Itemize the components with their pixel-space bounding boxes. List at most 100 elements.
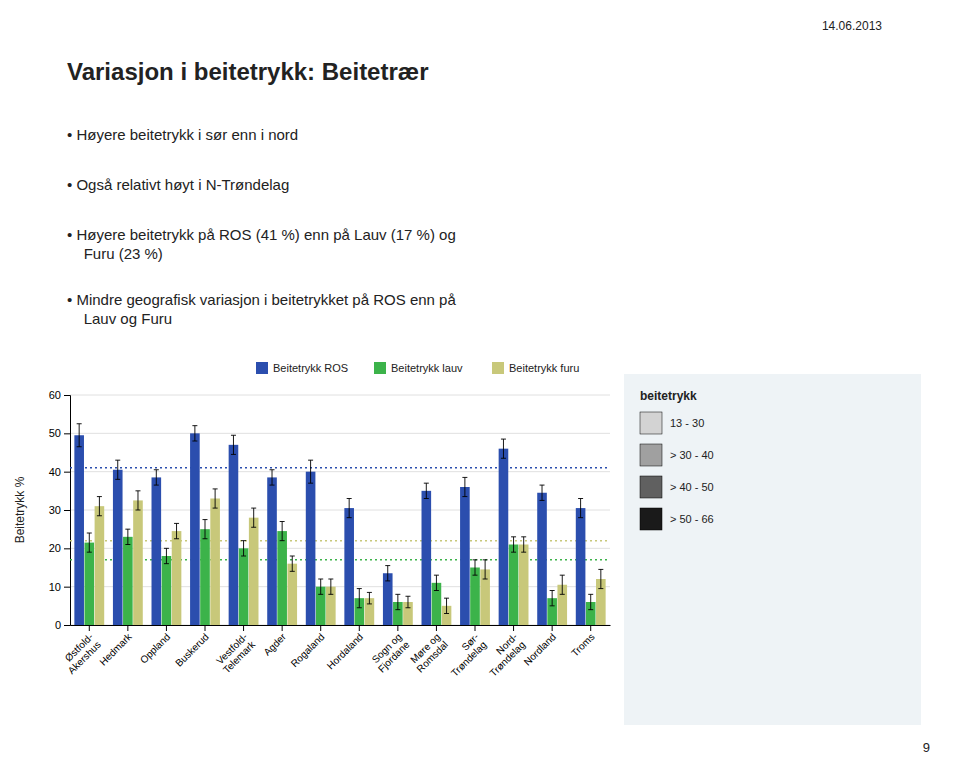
- x-tick-label: Rogaland: [289, 631, 327, 669]
- bar: [277, 531, 287, 625]
- page: Variasjon i beitetrykk: Beitetrær 14.06.2…: [0, 0, 959, 763]
- error-bars: [97, 489, 603, 614]
- y-tick-mark: [64, 587, 70, 588]
- page-number: 9: [923, 740, 930, 755]
- error-bar: [270, 470, 275, 485]
- error-bar: [154, 470, 159, 485]
- bullet: • Også relativt høyt i N-Trøndelag: [67, 176, 289, 193]
- x-tick: Østfold-Akershus: [58, 625, 103, 676]
- series: [95, 499, 606, 626]
- bar: [287, 564, 297, 625]
- y-tick-mark: [64, 625, 70, 626]
- x-tick: Hordaland: [325, 625, 365, 672]
- y-tick-label: 40: [49, 466, 61, 478]
- series: [74, 433, 585, 625]
- y-tick-label: 0: [55, 619, 61, 631]
- plot-area: [70, 424, 610, 625]
- legend: Beitetrykk ROS Beitetrykk lauv Beitetrykk …: [256, 362, 579, 374]
- x-tick-mark: [127, 625, 128, 631]
- legend-swatch: [492, 362, 504, 374]
- error-bar: [434, 575, 439, 590]
- legend-swatch: [256, 362, 268, 374]
- error-bar: [367, 592, 372, 604]
- x-tick-mark: [243, 625, 244, 631]
- legend-label: Beitetrykk ROS: [273, 362, 348, 374]
- mean-line: [70, 559, 610, 561]
- legend-label: Beitetrykk lauv: [391, 362, 463, 374]
- x-tick: Oppland: [138, 625, 173, 666]
- error-bar: [483, 560, 488, 579]
- x-tick-label: Agder: [261, 631, 288, 658]
- error-bar: [521, 537, 526, 552]
- x-tick-mark: [166, 625, 167, 631]
- y-tick-label: 60: [49, 389, 61, 401]
- error-bar: [405, 596, 410, 608]
- x-tick-label: Hordaland: [325, 631, 365, 671]
- bullet: • Mindre geografisk variasjon i beitetry…: [67, 291, 456, 327]
- x-tick-label: Nordland: [522, 631, 558, 667]
- bar: [123, 537, 133, 625]
- error-bar: [357, 589, 362, 608]
- legend-label: Beitetrykk furu: [509, 362, 579, 374]
- bar: [470, 568, 480, 626]
- map-legend-label: 13 - 30: [670, 417, 704, 429]
- error-bar: [444, 598, 449, 613]
- error-bar: [174, 523, 179, 538]
- y-tick-label: 20: [49, 542, 61, 554]
- x-tick: Troms: [569, 625, 597, 659]
- bar: [229, 445, 239, 625]
- x-tick: Nordland: [522, 625, 558, 668]
- y-tick-label: 50: [49, 427, 61, 439]
- y-axis-title: Beitetrykk %: [13, 476, 27, 543]
- mean-line: [70, 540, 610, 542]
- bar: [537, 493, 547, 625]
- grid-line: [70, 433, 610, 434]
- y-tick: 60: [49, 389, 70, 401]
- x-tick: Buskerud: [173, 625, 211, 669]
- x-axis: Østfold-AkershusHedmarkOpplandBuskerudVe…: [58, 625, 611, 679]
- bar: [576, 508, 586, 625]
- grid-line: [70, 471, 610, 472]
- x-tick-mark: [436, 625, 437, 631]
- y-tick: 10: [49, 581, 70, 593]
- x-tick-label: Oppland: [138, 631, 173, 666]
- y-tick: 30: [49, 504, 70, 516]
- error-bar: [540, 485, 545, 500]
- y-tick-mark: [64, 433, 70, 434]
- error-bar: [192, 426, 197, 441]
- grid-line: [70, 586, 610, 587]
- error-bar: [598, 569, 603, 588]
- error-bar: [385, 566, 390, 581]
- x-tick-label: Møre ogRomsdal: [407, 631, 450, 674]
- error-bar: [164, 548, 169, 563]
- error-bar: [231, 435, 236, 454]
- x-tick-label: Sør-Trøndelag: [441, 631, 489, 679]
- x-axis-line: [71, 625, 611, 626]
- error-bar: [125, 529, 130, 544]
- y-axis-line: [64, 396, 71, 626]
- y-tick-mark: [64, 395, 70, 396]
- error-bar: [318, 579, 323, 594]
- error-bar: [213, 489, 218, 508]
- bar: [113, 470, 123, 625]
- error-bar: [424, 483, 429, 498]
- error-bar: [550, 591, 555, 606]
- mean-line: [70, 467, 610, 469]
- x-tick-mark: [552, 625, 553, 631]
- y-tick: 20: [49, 542, 70, 554]
- x-tick-mark: [359, 625, 360, 631]
- y-tick-label: 30: [49, 504, 61, 516]
- error-bar: [395, 594, 400, 609]
- x-tick: Hedmark: [97, 625, 134, 668]
- error-bar: [347, 499, 352, 518]
- error-bar: [511, 537, 516, 552]
- title: Variasjon i beitetrykk: Beitetrær: [67, 58, 428, 85]
- x-tick: Nord-Trøndelag: [480, 625, 528, 679]
- date: 14.06.2013: [822, 19, 882, 33]
- bar: [267, 477, 277, 625]
- error-bar: [462, 477, 467, 496]
- series: [84, 529, 595, 625]
- map-legend-label: > 50 - 66: [670, 513, 714, 525]
- error-bar: [328, 579, 333, 594]
- bar: [422, 491, 432, 625]
